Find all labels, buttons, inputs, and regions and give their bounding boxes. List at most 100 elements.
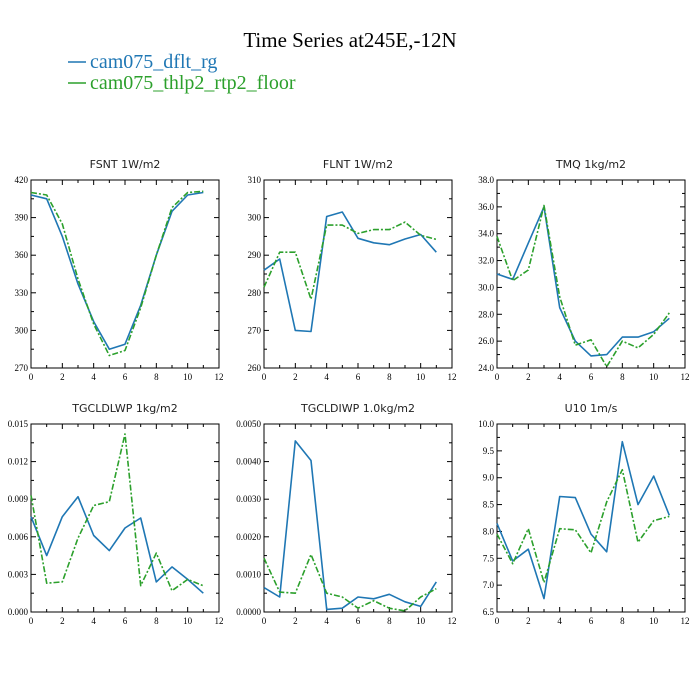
y-tick-label: 360	[15, 250, 29, 260]
y-tick-label: 26.0	[478, 336, 494, 346]
x-tick-label: 2	[60, 372, 65, 382]
y-tick-label: 7.5	[483, 553, 495, 563]
x-tick-label: 4	[91, 372, 96, 382]
x-tick-label: 2	[293, 372, 298, 382]
x-tick-label: 0	[29, 616, 34, 626]
chart-panel-6: U10 1m/s 0 2 4 6 8 10 12 6.5 7.0 7.5 8.0 8.5 9.0 9.5 10…	[478, 402, 689, 626]
series-line-thlp2	[263, 221, 437, 301]
panel-title: U10 1m/s	[565, 402, 618, 415]
y-tick-label: 24.0	[478, 363, 494, 373]
y-tick-label: 28.0	[478, 309, 494, 319]
y-tick-label: 38.0	[478, 175, 494, 185]
y-tick-label: 0.003	[8, 569, 29, 579]
chart-panel-2: FLNT 1W/m2 0 2 4 6 8 10 12 260 270 280 290 300 310	[248, 158, 457, 382]
y-tick-label: 30.0	[478, 282, 494, 292]
x-tick-label: 4	[91, 616, 96, 626]
x-tick-label: 10	[649, 372, 659, 382]
y-tick-label: 0.009	[8, 494, 29, 504]
x-tick-label: 8	[154, 372, 159, 382]
x-tick-label: 10	[649, 616, 659, 626]
series-line-thlp2	[496, 204, 670, 368]
x-tick-label: 8	[620, 616, 625, 626]
y-tick-label: 0.0020	[236, 532, 261, 542]
y-tick-label: 0.0000	[236, 607, 261, 617]
series-line-dflt	[263, 440, 437, 611]
panel-title: FSNT 1W/m2	[90, 158, 161, 171]
x-tick-label: 4	[557, 616, 562, 626]
chart-panel-1: FSNT 1W/m2 0 2 4 6 8 10 12 270 300 330 360 390 420	[15, 158, 224, 382]
y-tick-label: 0.006	[8, 532, 29, 542]
panel-title: FLNT 1W/m2	[323, 158, 393, 171]
y-tick-label: 290	[248, 250, 262, 260]
x-tick-label: 8	[620, 372, 625, 382]
series-line-dflt	[263, 211, 437, 333]
x-tick-label: 8	[387, 372, 392, 382]
x-tick-label: 10	[416, 616, 426, 626]
x-tick-label: 10	[183, 372, 193, 382]
y-tick-label: 260	[248, 363, 262, 373]
y-tick-label: 310	[248, 175, 262, 185]
x-tick-label: 6	[589, 372, 594, 382]
x-tick-label: 10	[183, 616, 193, 626]
x-tick-label: 8	[154, 616, 159, 626]
series-line-dflt	[30, 191, 204, 351]
x-tick-label: 10	[416, 372, 426, 382]
y-tick-label: 300	[15, 325, 29, 335]
x-tick-label: 2	[293, 616, 298, 626]
x-tick-label: 4	[557, 372, 562, 382]
y-tick-label: 8.5	[483, 500, 495, 510]
x-tick-label: 8	[387, 616, 392, 626]
x-tick-label: 12	[215, 616, 224, 626]
legend-label-dflt: cam075_dflt_rg	[90, 51, 217, 73]
y-tick-label: 10.0	[478, 419, 494, 429]
x-tick-label: 4	[324, 616, 329, 626]
x-tick-label: 0	[29, 372, 34, 382]
x-tick-label: 4	[324, 372, 329, 382]
panel-title: TMQ 1kg/m2	[555, 158, 626, 171]
y-tick-label: 300	[248, 213, 262, 223]
x-tick-label: 12	[681, 616, 690, 626]
y-tick-label: 0.0050	[236, 419, 261, 429]
series-line-dflt	[30, 495, 204, 594]
x-tick-label: 0	[262, 616, 267, 626]
x-tick-label: 2	[60, 616, 65, 626]
series-line-thlp2	[496, 468, 670, 584]
y-tick-label: 270	[248, 325, 262, 335]
x-tick-label: 6	[123, 372, 128, 382]
y-tick-label: 32.0	[478, 256, 494, 266]
chart-panel-4: TGCLDLWP 1kg/m2 0 2 4 6 8 10 12 0.000 0.003 0.006 0…	[8, 402, 224, 626]
y-tick-label: 34.0	[478, 229, 494, 239]
y-tick-label: 270	[15, 363, 29, 373]
y-tick-label: 0.0040	[236, 457, 261, 467]
series-line-thlp2	[30, 190, 204, 357]
y-tick-label: 0.0010	[236, 569, 261, 579]
y-tick-label: 6.5	[483, 607, 495, 617]
y-tick-label: 9.5	[483, 446, 495, 456]
panel-title: TGCLDIWP 1.0kg/m2	[300, 402, 415, 415]
y-tick-label: 0.015	[8, 419, 29, 429]
figure-title: Time Series at245E,-12N	[243, 28, 456, 52]
y-tick-label: 9.0	[483, 473, 495, 483]
x-tick-label: 0	[262, 372, 267, 382]
x-tick-label: 12	[681, 372, 690, 382]
x-tick-label: 12	[215, 372, 224, 382]
y-tick-label: 7.0	[483, 580, 495, 590]
x-tick-label: 0	[495, 616, 500, 626]
x-tick-label: 12	[448, 616, 457, 626]
y-tick-label: 0.0030	[236, 494, 261, 504]
series-line-thlp2	[30, 433, 204, 592]
y-tick-label: 420	[15, 175, 29, 185]
x-tick-label: 6	[356, 372, 361, 382]
panel-title: TGCLDLWP 1kg/m2	[71, 402, 177, 415]
x-tick-label: 0	[495, 372, 500, 382]
y-tick-label: 8.0	[483, 526, 495, 536]
y-tick-label: 330	[15, 288, 29, 298]
y-tick-label: 390	[15, 213, 29, 223]
x-tick-label: 6	[589, 616, 594, 626]
legend: cam075_dflt_rg cam075_thlp2_rtp2_floor	[68, 51, 296, 94]
x-tick-label: 2	[526, 372, 531, 382]
legend-label-thlp2: cam075_thlp2_rtp2_floor	[90, 72, 296, 94]
x-tick-label: 2	[526, 616, 531, 626]
